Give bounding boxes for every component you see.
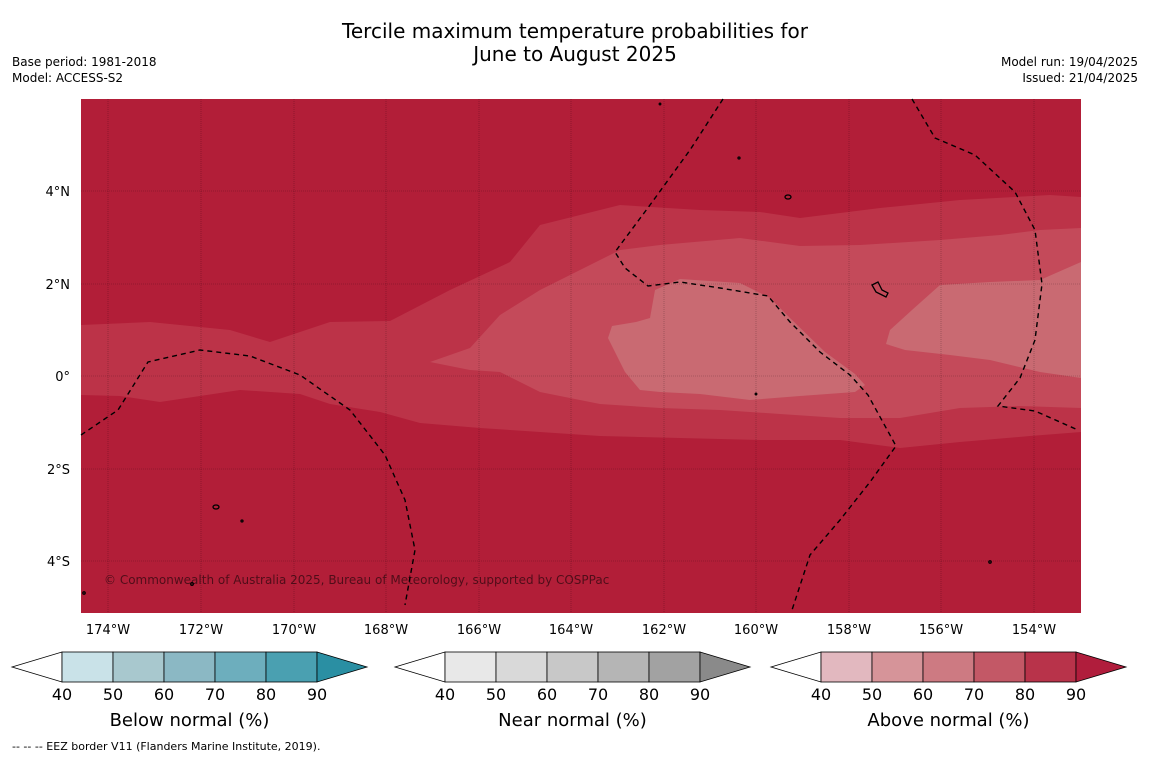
above-normal-tick-label: 40 <box>811 685 831 704</box>
below-normal-tick-label: 70 <box>205 685 225 704</box>
legends: 40 50 60 70 80 90 Below normal (%) 40 50 60 70 80 90… <box>10 651 1128 731</box>
map-panel: © Commonwealth of Australia 2025, Bureau… <box>80 98 1081 613</box>
below-normal-over-triangle <box>316 651 369 683</box>
above-normal-over-triangle <box>1075 651 1128 683</box>
below-normal-colorbar: 40 50 60 70 80 90 Below normal (%) <box>10 651 369 731</box>
above-normal-under-triangle <box>769 651 822 683</box>
near-normal-tick-label: 80 <box>639 685 659 704</box>
below-normal-tick-label: 40 <box>52 685 72 704</box>
above-normal-swatch <box>1024 651 1077 683</box>
below-normal-swatch <box>214 651 267 683</box>
near-normal-label: Near normal (%) <box>498 710 647 731</box>
lon-label-156w: 156°W <box>919 623 963 638</box>
above-normal-tick-label: 70 <box>964 685 984 704</box>
near-normal-swatch <box>546 651 599 683</box>
lon-label-174w: 174°W <box>86 623 130 638</box>
below-normal-tick-label: 60 <box>154 685 174 704</box>
below-normal-tick-label: 50 <box>103 685 123 704</box>
lon-label-162w: 162°W <box>642 623 686 638</box>
base-period: Base period: 1981-2018 <box>12 55 157 69</box>
below-normal-tick-label: 90 <box>307 685 327 704</box>
lon-label-172w: 172°W <box>179 623 223 638</box>
near-normal-swatch <box>648 651 701 683</box>
near-normal-colorbar: 40 50 60 70 80 90 Near normal (%) <box>393 651 752 731</box>
lon-label-164w: 164°W <box>549 623 593 638</box>
above-normal-colorbar: 40 50 60 70 80 90 Above normal (%) <box>769 651 1128 731</box>
model-name: Model: ACCESS-S2 <box>12 71 124 85</box>
above-50-60-region-east <box>886 262 1081 378</box>
below-normal-swatch <box>61 651 114 683</box>
meta-left: Base period: 1981-2018 Model: ACCESS-S2 <box>12 54 157 86</box>
near-normal-tick-label: 50 <box>486 685 506 704</box>
map-gridlines <box>81 99 1081 613</box>
lon-label-170w: 170°W <box>272 623 316 638</box>
issued-date: Issued: 21/04/2025 <box>1022 71 1138 85</box>
above-normal-swatch <box>973 651 1026 683</box>
near-normal-swatch <box>444 651 497 683</box>
chart-title: Tercile maximum temperature probabilitie… <box>0 20 1150 66</box>
lon-label-166w: 166°W <box>457 623 501 638</box>
above-normal-swatch <box>871 651 924 683</box>
above-normal-tick-label: 80 <box>1015 685 1035 704</box>
above-50-60-region-central <box>608 279 865 400</box>
near-normal-tick-label: 40 <box>435 685 455 704</box>
lat-label-2s: 2°S <box>47 463 70 478</box>
below-normal-swatch <box>163 651 216 683</box>
above-normal-swatch <box>820 651 873 683</box>
above-normal-tick-label: 90 <box>1066 685 1086 704</box>
eez-borders <box>80 98 1079 611</box>
title-line-2: June to August 2025 <box>473 42 677 66</box>
near-normal-swatch <box>495 651 548 683</box>
near-normal-tick-label: 90 <box>690 685 710 704</box>
below-normal-label: Below normal (%) <box>110 710 270 731</box>
above-normal-tick-label: 50 <box>862 685 882 704</box>
lat-label-4s: 4°S <box>47 555 70 570</box>
islands <box>82 102 992 595</box>
near-normal-tick-label: 60 <box>537 685 557 704</box>
lat-label-0: 0° <box>55 370 70 385</box>
lon-label-154w: 154°W <box>1012 623 1056 638</box>
below-normal-tick-label: 80 <box>256 685 276 704</box>
below-normal-swatch <box>112 651 165 683</box>
lat-label-4n: 4°N <box>46 185 71 200</box>
meta-right: Model run: 19/04/2025 Issued: 21/04/2025 <box>1001 54 1138 86</box>
lat-label-2n: 2°N <box>46 278 71 293</box>
below-normal-swatch <box>265 651 318 683</box>
copyright-note: © Commonwealth of Australia 2025, Bureau… <box>104 573 609 587</box>
near-normal-under-triangle <box>393 651 446 683</box>
above-normal-label: Above normal (%) <box>867 710 1029 731</box>
eez-footnote: -- -- -- EEZ border V11 (Flanders Marine… <box>12 740 321 753</box>
lon-label-168w: 168°W <box>364 623 408 638</box>
near-normal-tick-label: 70 <box>588 685 608 704</box>
model-run: Model run: 19/04/2025 <box>1000 55 1138 69</box>
above-normal-tick-label: 60 <box>913 685 933 704</box>
near-normal-swatch <box>597 651 650 683</box>
below-normal-under-triangle <box>10 651 63 683</box>
lon-label-158w: 158°W <box>827 623 871 638</box>
title-line-1: Tercile maximum temperature probabilitie… <box>342 19 808 43</box>
near-normal-over-triangle <box>699 651 752 683</box>
lon-label-160w: 160°W <box>734 623 778 638</box>
above-normal-swatch <box>922 651 975 683</box>
